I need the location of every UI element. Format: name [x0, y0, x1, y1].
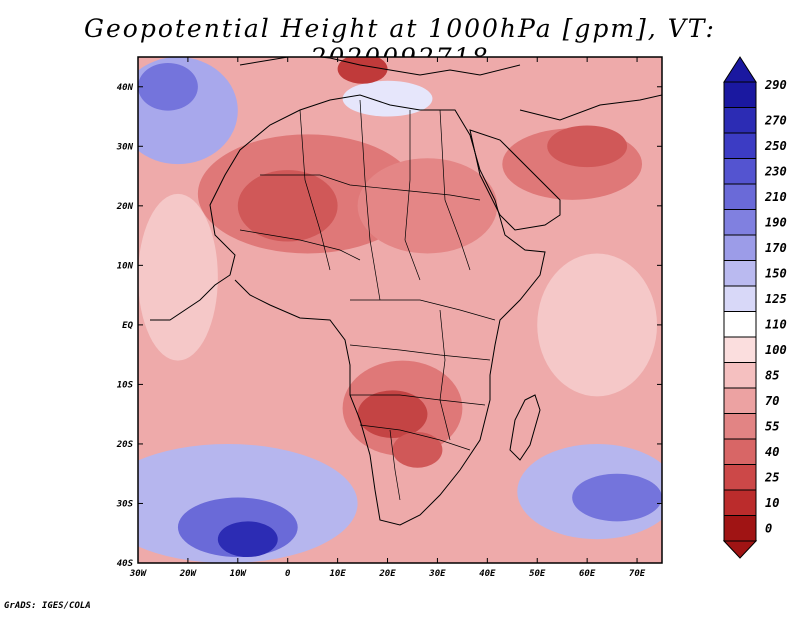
colorbar-label: 85 — [765, 368, 779, 382]
colorbar-label: 290 — [764, 78, 787, 92]
colorbar-label: 110 — [765, 317, 787, 331]
colorbar-label: 170 — [765, 241, 787, 255]
lat-tick-label: 20N — [116, 202, 134, 212]
indian-ocean-core — [572, 473, 662, 522]
colorbar-label: 70 — [765, 394, 779, 408]
colorbar-swatch — [723, 234, 757, 261]
colorbar-swatch — [723, 515, 757, 542]
colorbar-swatch — [723, 81, 757, 108]
colorbar-label: 190 — [765, 215, 787, 229]
colorbar-swatch — [723, 107, 757, 134]
colorbar-label: 250 — [764, 139, 787, 153]
colorbar-swatch — [723, 336, 757, 363]
colorbar-bottom-arrow — [722, 540, 758, 559]
colorbar-label: 125 — [765, 292, 787, 306]
colorbar-swatch — [723, 132, 757, 159]
colorbar-label: 25 — [764, 470, 779, 484]
colorbar-swatch — [723, 260, 757, 287]
colorbar-top-arrow — [723, 56, 757, 83]
grads-credit: GrADS: IGES/COLA — [4, 601, 91, 611]
angola-zambia-core — [357, 390, 428, 438]
east-atlantic-pink — [138, 193, 218, 361]
lat-tick-label: 30N — [116, 142, 134, 152]
colorbar-label: 270 — [764, 113, 787, 127]
iran-core — [547, 125, 628, 168]
colorbar-label: 100 — [765, 343, 787, 357]
colorbar-label: 40 — [765, 445, 779, 459]
lon-tick-label: 10W — [230, 569, 248, 579]
lat-tick-label: 40S — [117, 559, 134, 569]
colorbar-swatch — [723, 209, 757, 236]
lat-tick-label: 10S — [117, 380, 134, 390]
azores-core — [138, 62, 198, 111]
colorbar-label: 55 — [765, 419, 779, 433]
lat-tick-label: 30S — [116, 499, 134, 509]
indian-ocean-pink — [537, 253, 658, 397]
lon-tick-label: 20E — [378, 569, 396, 579]
lat-tick-label: EQ — [122, 321, 133, 331]
lon-tick-label: 0 — [285, 569, 291, 579]
lon-tick-label: 40E — [479, 569, 496, 579]
lon-tick-label: 30W — [129, 569, 148, 579]
field-contours — [138, 57, 662, 563]
lon-tick-label: 50E — [529, 569, 546, 579]
colorbar-swatch — [723, 158, 757, 185]
plot-frame — [137, 56, 663, 564]
kalahari-core — [392, 432, 443, 468]
balkan-high — [337, 57, 388, 84]
asia-coastline — [519, 94, 662, 121]
colorbar-swatch — [723, 311, 757, 338]
colorbar-label: 210 — [764, 190, 787, 204]
sahara-core-west — [237, 170, 338, 242]
colorbar-label: 10 — [765, 496, 779, 510]
sahara-high-east — [357, 158, 498, 254]
lon-tick-label: 20W — [179, 569, 198, 579]
longitude-axis: 30W 20W 10W 0 10E 20E 30E 40E 50E 60E 70E — [129, 57, 646, 579]
colorbar-swatch — [723, 413, 757, 440]
madagascar-coastline — [509, 394, 541, 461]
arabia-coastline — [469, 129, 561, 231]
lat-tick-label: 10N — [117, 261, 134, 271]
lon-tick-label: 70E — [629, 569, 646, 579]
lat-tick-label: 20S — [116, 440, 134, 450]
country-borders — [239, 99, 496, 501]
lon-tick-label: 60E — [579, 569, 596, 579]
colorbar-label: 150 — [765, 266, 787, 280]
colorbar-swatch — [723, 438, 757, 465]
colorbar-swatch — [723, 387, 757, 414]
colorbar-label: 0 — [765, 521, 772, 535]
colorbar-label: 230 — [764, 164, 787, 178]
latitude-axis: 40N 30N 20N 10N EQ 10S 20S 30S 40S — [116, 83, 662, 569]
colorbar-swatch — [723, 464, 757, 491]
lon-tick-label: 30E — [428, 569, 446, 579]
colorbar-swatch — [723, 183, 757, 210]
colorbar-swatch — [723, 362, 757, 389]
lon-tick-label: 10E — [329, 569, 346, 579]
lat-tick-label: 40N — [117, 83, 134, 93]
south-atlantic-max — [217, 521, 278, 558]
africa-coastline — [150, 94, 546, 526]
colorbar-swatch — [723, 285, 757, 312]
colorbar-swatch — [723, 489, 757, 516]
mediterranean-low — [342, 80, 433, 117]
